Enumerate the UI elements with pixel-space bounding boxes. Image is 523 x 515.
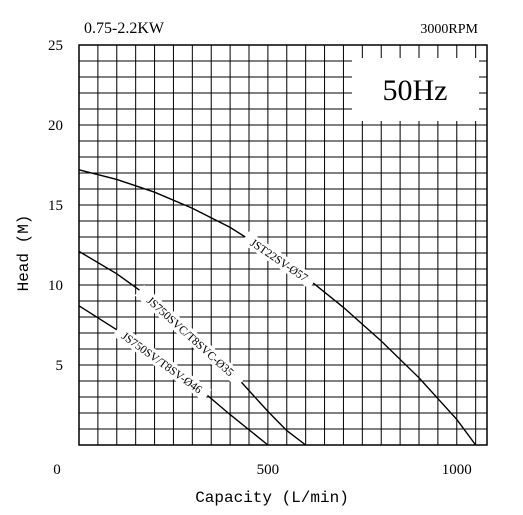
x-tick-labels: 0 500 1000 xyxy=(53,462,472,478)
y-tick-labels: 5 10 15 20 25 xyxy=(48,38,63,374)
series-label-group: JS750SVC/T8SVC-Ø35 xyxy=(134,284,247,388)
series-label: JST22SV-Ø57 xyxy=(248,237,310,284)
rpm-label: 3000RPM xyxy=(420,22,478,37)
series-label-bg xyxy=(112,324,212,402)
y-axis-label: Head (M) xyxy=(15,215,33,292)
frequency-label: 50Hz xyxy=(383,74,448,107)
series-lines xyxy=(78,169,477,446)
plot-border xyxy=(78,44,488,446)
y-tick-label: 10 xyxy=(48,278,63,294)
power-range-label: 0.75-2.2KW xyxy=(84,20,165,37)
y-tick-label: 25 xyxy=(48,38,63,54)
frequency-box xyxy=(352,58,479,121)
series-label-bg xyxy=(134,284,247,388)
y-tick-label: 20 xyxy=(48,118,63,134)
x-tick-label: 500 xyxy=(257,462,280,478)
y-tick-label: 5 xyxy=(56,358,64,374)
x-axis-label: Capacity (L/min) xyxy=(195,489,349,507)
series-label-bg xyxy=(241,231,318,289)
x-tick-label: 1000 xyxy=(442,462,472,478)
series-line-1 xyxy=(78,169,477,446)
plot-frame xyxy=(78,44,488,446)
y-tick-label: 15 xyxy=(48,198,63,214)
x-tick-label: 0 xyxy=(53,462,61,478)
